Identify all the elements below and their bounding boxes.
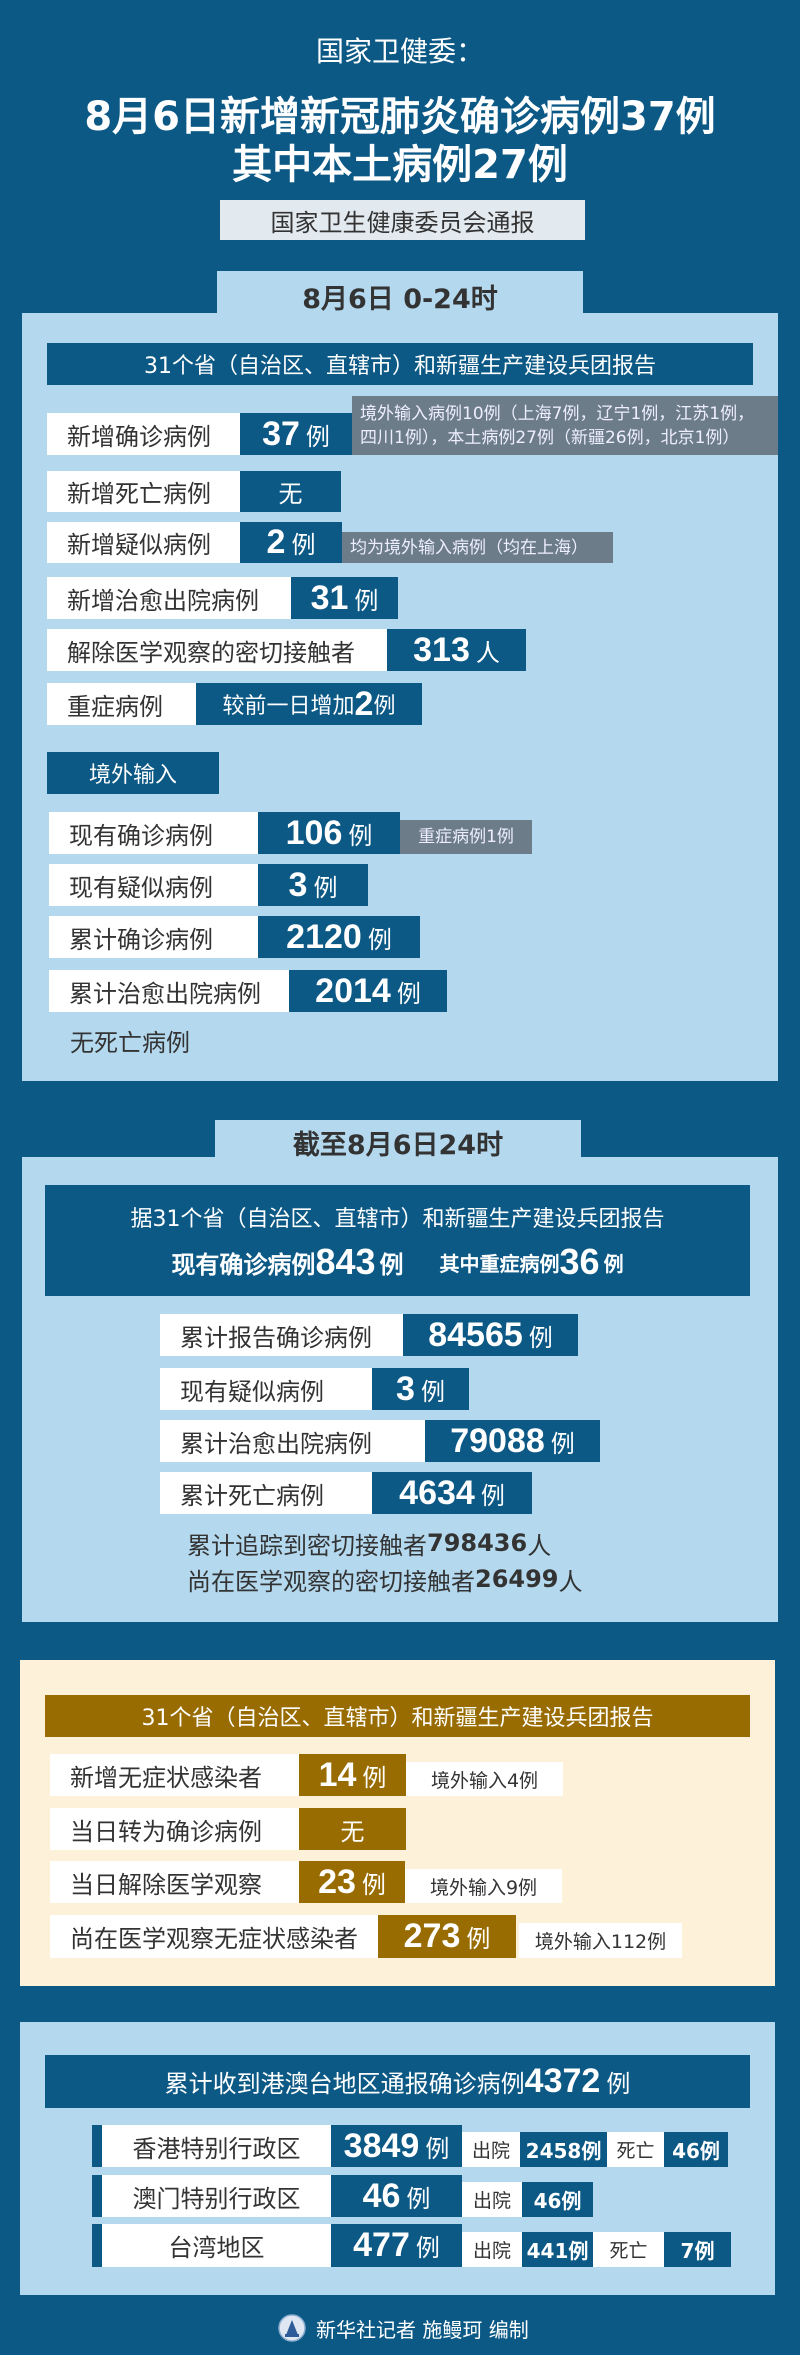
row-value: 2120 例 xyxy=(258,916,420,958)
discharged-label: 出院 xyxy=(462,2182,522,2217)
row-value: 84565 例 xyxy=(403,1314,578,1356)
no-death-text: 无死亡病例 xyxy=(70,1028,190,1057)
row-note: 境外输入112例 xyxy=(519,1923,682,1958)
row-value: 31 例 xyxy=(291,577,398,619)
row-label: 新增疑似病例 xyxy=(47,522,240,563)
headline-line1: 8月6日新增新冠肺炎确诊病例37例 xyxy=(84,94,716,140)
row-value: 较前一日增加 2 例 xyxy=(196,683,422,725)
death-value: 46例 xyxy=(664,2132,728,2167)
row-label: 新增治愈出院病例 xyxy=(47,577,291,619)
row-marker xyxy=(92,2125,102,2167)
hmt-header-bar: 累计收到港澳台地区通报确诊病例 4372 例 xyxy=(45,2055,750,2108)
row-label: 解除医学观察的密切接触者 xyxy=(47,629,387,671)
row-value: 273 例 xyxy=(378,1915,516,1958)
row-label: 新增确诊病例 xyxy=(47,413,240,455)
row-note: 境外输入病例10例（上海7例，辽宁1例，江苏1例，四川1例），本土病例27例（新… xyxy=(352,396,778,455)
row-label: 当日转为确诊病例 xyxy=(50,1808,299,1850)
row-label: 新增死亡病例 xyxy=(47,471,240,512)
death-value: 7例 xyxy=(664,2232,731,2267)
discharged-value: 2458例 xyxy=(520,2132,607,2167)
row-value: 14 例 xyxy=(299,1754,406,1796)
region-label: 台湾地区 xyxy=(102,2224,331,2267)
row-label: 现有疑似病例 xyxy=(160,1368,372,1410)
issuer-badge: 国家卫生健康委员会通报 xyxy=(220,200,585,240)
row-note: 均为境外输入病例（均在上海） xyxy=(342,532,613,563)
row-label: 累计死亡病例 xyxy=(160,1472,372,1514)
cumulative-summary-box: 据31个省（自治区、直辖市）和新疆生产建设兵团报告 现有确诊病例 843 例 其中重… xyxy=(45,1185,750,1296)
row-label: 当日解除医学观察 xyxy=(50,1861,299,1903)
row-label: 重症病例 xyxy=(47,683,196,725)
death-label: 死亡 xyxy=(607,2132,664,2167)
row-value: 4634 例 xyxy=(372,1472,532,1514)
region-value: 3849 例 xyxy=(331,2125,462,2167)
row-label: 尚在医学观察无症状感染者 xyxy=(50,1915,378,1958)
row-value: 2014 例 xyxy=(289,970,447,1012)
region-label: 澳门特别行政区 xyxy=(102,2175,331,2217)
discharged-value: 441例 xyxy=(522,2232,593,2267)
row-label: 累计确诊病例 xyxy=(49,916,258,958)
footer-credit: 新华社记者 施鳗珂 编制 xyxy=(316,2317,529,2342)
row-label: 累计治愈出院病例 xyxy=(160,1420,425,1462)
row-label: 现有疑似病例 xyxy=(49,864,258,906)
headline-line2: 其中本土病例27例 xyxy=(232,142,568,188)
asymptomatic-report-bar: 31个省（自治区、直辖市）和新疆生产建设兵团报告 xyxy=(45,1695,750,1737)
observing-contacts-text: 尚在医学观察的密切接触者 26499 人 xyxy=(187,1565,583,1596)
row-value: 106 例 xyxy=(258,812,400,854)
row-note: 境外输入9例 xyxy=(405,1869,562,1903)
row-value: 79088 例 xyxy=(425,1420,600,1462)
daily-tab: 8月6日 0-24时 xyxy=(217,271,583,321)
row-label: 现有确诊病例 xyxy=(49,812,258,854)
traced-contacts-text: 累计追踪到密切接触者 798436 人 xyxy=(187,1529,552,1560)
xinhua-logo-icon xyxy=(278,2314,306,2342)
report-line: 据31个省（自治区、直辖市）和新疆生产建设兵团报告 xyxy=(130,1207,665,1232)
discharged-value: 46例 xyxy=(522,2182,593,2217)
discharged-label: 出院 xyxy=(462,2232,522,2267)
row-label: 累计治愈出院病例 xyxy=(49,970,289,1012)
row-label: 新增无症状感染者 xyxy=(50,1754,299,1796)
daily-report-bar: 31个省（自治区、直辖市）和新疆生产建设兵团报告 xyxy=(47,343,753,385)
row-note: 境外输入4例 xyxy=(406,1762,563,1796)
row-label: 累计报告确诊病例 xyxy=(160,1314,403,1356)
row-value: 23 例 xyxy=(299,1861,405,1903)
region-value: 46 例 xyxy=(331,2175,462,2217)
row-value: 313 人 xyxy=(387,629,526,671)
row-value: 无 xyxy=(299,1808,406,1850)
row-value: 无 xyxy=(240,471,341,512)
discharged-label: 出院 xyxy=(462,2132,520,2167)
imported-tag: 境外输入 xyxy=(47,752,219,794)
row-marker xyxy=(92,2224,102,2267)
row-marker xyxy=(92,2175,102,2217)
region-value: 477 例 xyxy=(331,2224,462,2267)
region-label: 香港特别行政区 xyxy=(102,2125,331,2167)
source-label: 国家卫健委： xyxy=(315,35,484,68)
row-note: 重症病例1例 xyxy=(400,820,532,854)
row-value: 37 例 xyxy=(240,413,352,455)
death-label: 死亡 xyxy=(593,2232,664,2267)
